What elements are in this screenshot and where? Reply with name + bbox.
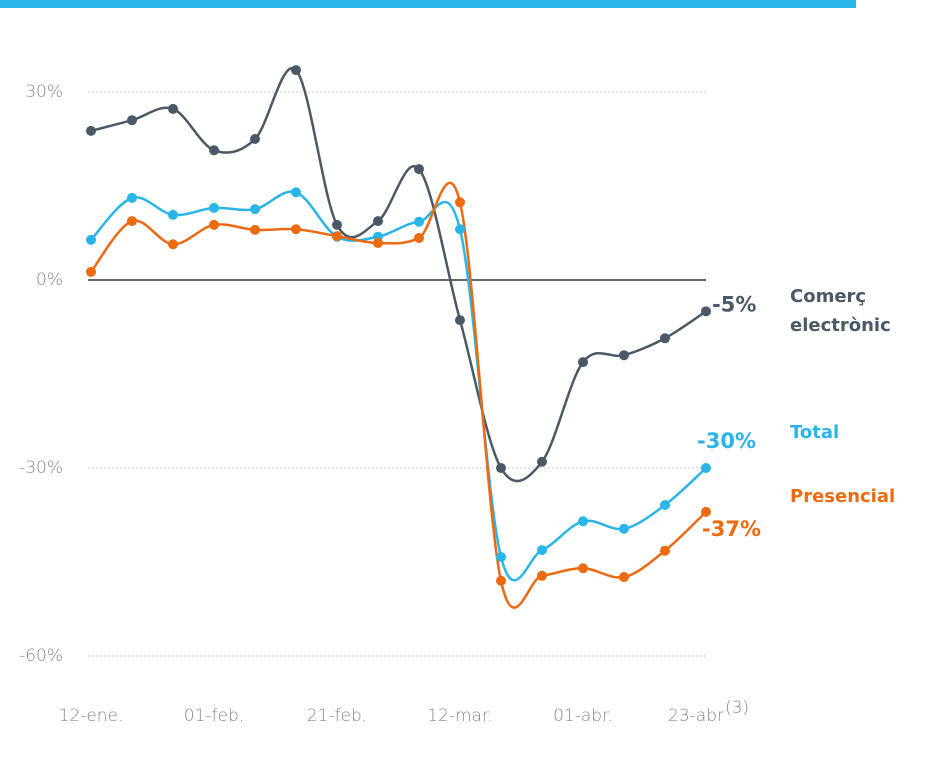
data-point — [291, 187, 301, 198]
y-tick-label: -30% — [19, 458, 63, 478]
data-point — [250, 134, 260, 144]
x-tick-label: 23-abr — [668, 706, 724, 726]
data-point — [701, 306, 711, 317]
data-point — [537, 570, 547, 581]
data-point — [496, 551, 506, 562]
x-tick-label: 01-abr. — [553, 706, 613, 726]
data-point — [701, 506, 711, 517]
x-tick-label: 12-ene. — [59, 706, 124, 726]
series-line — [90, 66, 707, 483]
data-point — [291, 224, 301, 235]
legend-label: Presencial — [790, 486, 895, 507]
data-point — [86, 125, 96, 136]
data-point — [127, 115, 137, 126]
data-point — [619, 523, 629, 534]
data-point — [660, 499, 670, 510]
x-tick-label: 21-feb. — [307, 706, 367, 726]
data-point — [496, 575, 506, 586]
end-label: -37% — [702, 517, 761, 541]
data-point — [701, 463, 711, 473]
data-point — [209, 202, 219, 213]
data-point — [660, 545, 670, 556]
data-point — [209, 219, 219, 230]
data-point — [496, 463, 506, 473]
data-point — [373, 216, 383, 227]
series-line — [90, 190, 707, 582]
data-point — [619, 350, 629, 361]
top-bar — [0, 0, 856, 8]
x-tick-label: 12-mar. — [427, 706, 493, 726]
y-tick-label: -60% — [19, 646, 63, 666]
data-point — [578, 516, 588, 527]
data-point — [455, 315, 465, 326]
legend-label: Total — [790, 422, 839, 443]
data-point — [578, 357, 588, 368]
data-point — [660, 333, 670, 344]
data-point — [86, 234, 96, 245]
data-point — [537, 456, 547, 467]
data-point — [250, 204, 260, 215]
data-point — [619, 572, 629, 583]
data-point — [332, 231, 342, 242]
data-point — [578, 563, 588, 574]
data-point — [537, 545, 547, 556]
data-point — [291, 65, 301, 76]
data-point — [414, 216, 424, 227]
data-point — [373, 238, 383, 249]
legend-label: Comerç electrònic — [790, 286, 891, 336]
data-point — [250, 224, 260, 235]
data-point — [168, 103, 178, 114]
end-label: -5% — [712, 292, 756, 316]
data-point — [86, 266, 96, 277]
y-tick-label: 30% — [25, 82, 63, 102]
data-point — [414, 164, 424, 175]
x-tick-label: 01-feb. — [184, 706, 244, 726]
y-tick-label: 0% — [36, 270, 63, 290]
data-point — [209, 145, 219, 156]
data-point — [168, 209, 178, 220]
data-point — [127, 192, 137, 203]
data-point — [127, 216, 137, 227]
data-point — [455, 197, 465, 208]
data-point — [168, 239, 178, 250]
x-tick-note: (3) — [725, 698, 749, 718]
data-point — [455, 224, 465, 235]
end-label: -30% — [697, 429, 756, 453]
series-line — [90, 181, 707, 609]
data-point — [414, 233, 424, 244]
data-point — [332, 219, 342, 230]
